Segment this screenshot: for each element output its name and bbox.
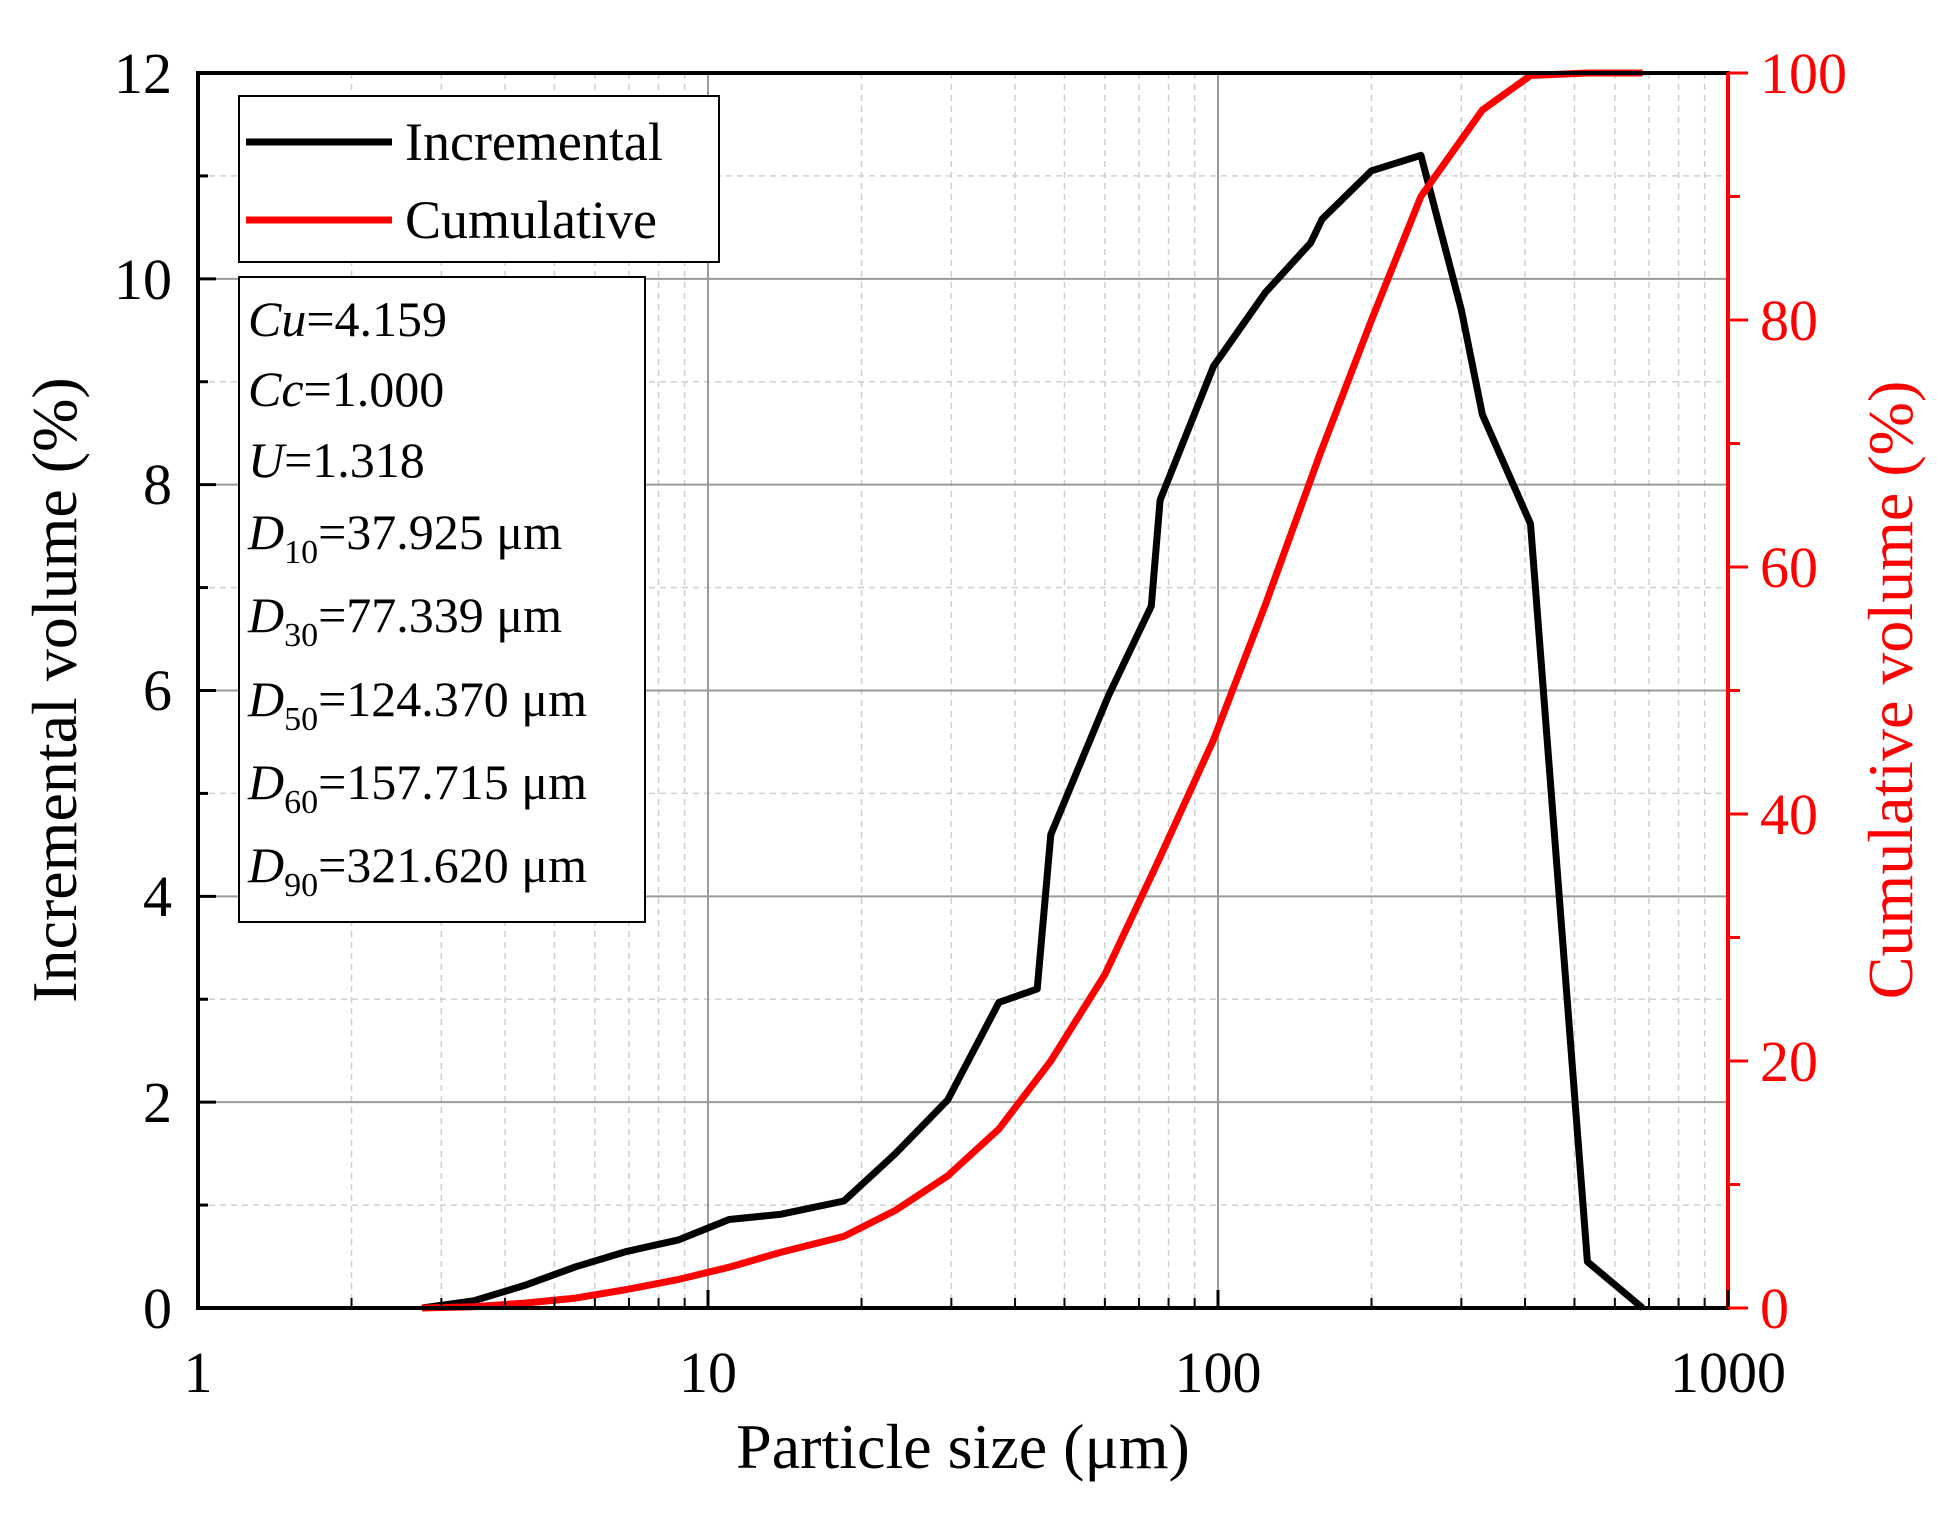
stat-d60: D60=157.715 μm	[247, 754, 587, 821]
y-tick-label: 0	[143, 1276, 172, 1341]
x-tick-label: 100	[1175, 1340, 1262, 1405]
y-tick-label: 10	[114, 247, 172, 312]
y-tick-label: 6	[143, 658, 172, 723]
incremental-series-line	[421, 151, 1645, 1312]
y2-tick-label: 20	[1760, 1029, 1818, 1094]
y-axis-title: Incremental volume (%)	[19, 377, 90, 1003]
x-axis-title: Particle size (μm)	[736, 1411, 1190, 1482]
y2-tick-label: 40	[1760, 782, 1818, 847]
y-tick-label: 4	[143, 864, 172, 929]
stat-d30: D30=77.339 μm	[247, 587, 562, 654]
legend-box	[238, 95, 720, 263]
stat-d50: D50=124.370 μm	[247, 671, 587, 738]
y2-tick-labels: 0 20 40 60 80 100	[1760, 41, 1847, 1341]
y-tick-label: 2	[143, 1070, 172, 1135]
stats-box: Cu=4.159 Cc=1.000 U=1.318 D10=37.925 μm …	[238, 276, 646, 923]
y-tick-label: 8	[143, 452, 172, 517]
x-tick-label: 1	[184, 1340, 213, 1405]
y-tick-label: 12	[114, 41, 172, 106]
y2-tick-label: 60	[1760, 535, 1818, 600]
x-tick-label: 1000	[1670, 1340, 1786, 1405]
stat-d90: D90=321.620 μm	[247, 837, 587, 904]
stat-d10: D10=37.925 μm	[247, 504, 562, 571]
y2-axis-title: Cumulative volume (%)	[1855, 381, 1926, 1000]
legend: Incremental Cumulative	[238, 95, 720, 263]
x-tick-label: 10	[679, 1340, 737, 1405]
y-tick-labels: 0 2 4 6 8 10 12	[114, 41, 172, 1341]
axis-ticks	[196, 71, 1748, 1310]
cumulative-series-line	[422, 69, 1643, 1312]
stats-box-frame	[238, 276, 646, 923]
stat-u: U=1.318	[248, 432, 425, 488]
stat-cc: Cc=1.000	[248, 361, 444, 417]
legend-label-incremental: Incremental	[405, 112, 663, 172]
y2-tick-label: 0	[1760, 1276, 1789, 1341]
x-tick-labels: 1 10 100 1000	[184, 1340, 1787, 1405]
y2-tick-label: 100	[1760, 41, 1847, 106]
legend-label-cumulative: Cumulative	[405, 190, 657, 250]
y2-tick-label: 80	[1760, 288, 1818, 353]
stat-cu: Cu=4.159	[248, 291, 447, 347]
